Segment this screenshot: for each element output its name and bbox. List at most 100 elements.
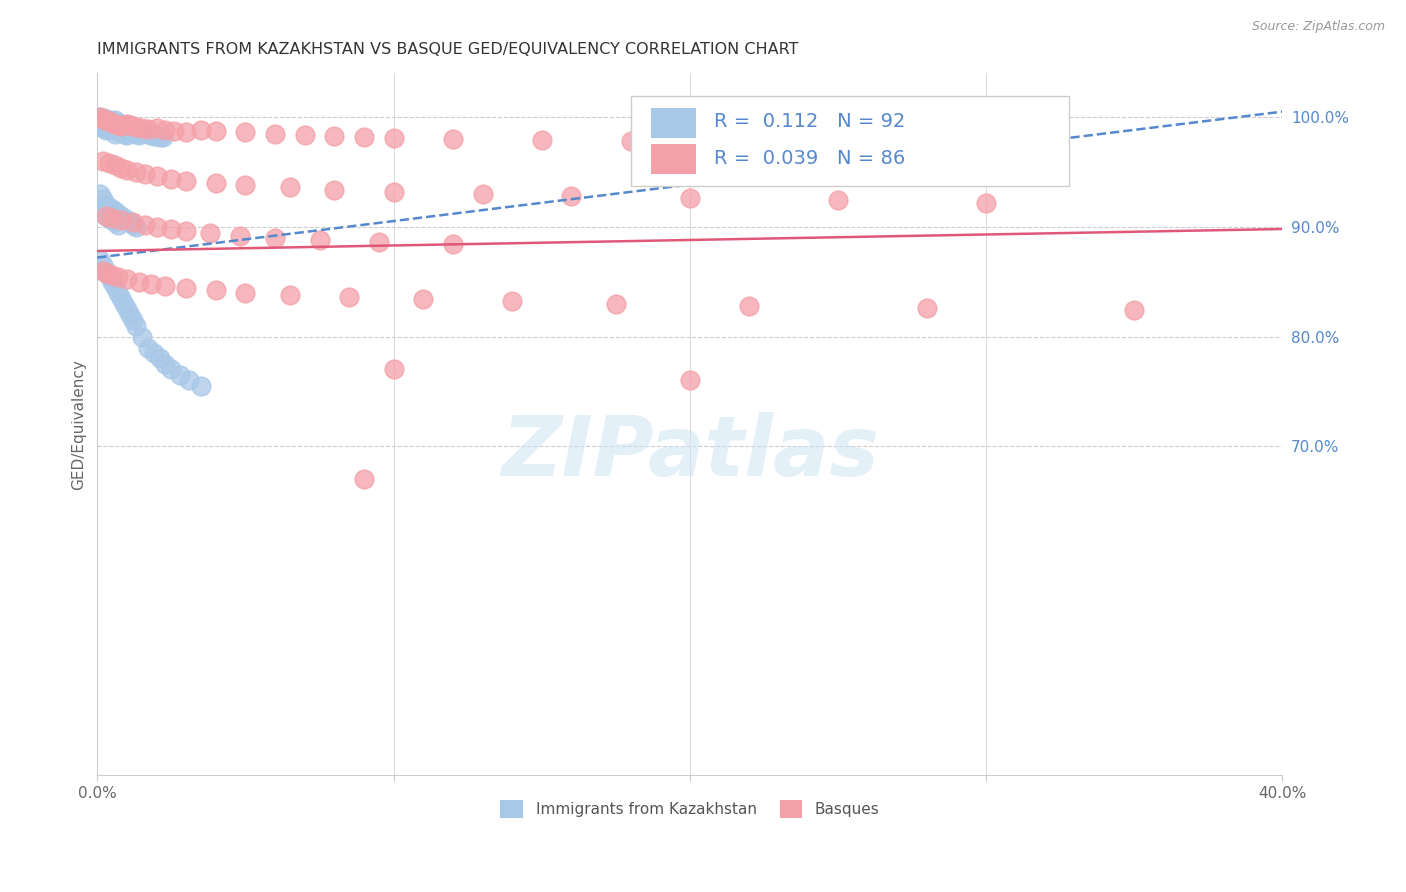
Point <box>160 362 183 376</box>
Point <box>96 123 118 137</box>
Point <box>155 123 177 137</box>
Point <box>91 263 114 277</box>
Point <box>107 119 129 133</box>
Point <box>104 158 127 172</box>
Point <box>441 132 464 146</box>
Point <box>110 213 132 227</box>
Point <box>160 171 183 186</box>
Point <box>122 119 145 133</box>
Point <box>96 112 118 127</box>
Point <box>174 224 197 238</box>
Point <box>323 128 346 143</box>
Point <box>160 222 183 236</box>
Point <box>139 277 162 291</box>
Text: Source: ZipAtlas.com: Source: ZipAtlas.com <box>1251 20 1385 33</box>
Point <box>125 219 148 234</box>
Point <box>107 218 129 232</box>
Point <box>101 115 124 129</box>
Point <box>89 110 111 124</box>
Point <box>382 131 405 145</box>
Point <box>98 117 121 131</box>
Point <box>235 125 257 139</box>
Point <box>382 362 405 376</box>
Point <box>104 204 127 219</box>
Point <box>382 185 405 199</box>
Point <box>827 194 849 208</box>
Point <box>278 288 301 302</box>
Point <box>145 128 167 143</box>
Point <box>107 118 129 132</box>
Point <box>148 129 170 144</box>
Point <box>155 357 177 371</box>
Point <box>101 202 124 217</box>
Point <box>91 115 114 129</box>
Point <box>125 120 148 134</box>
Point <box>115 117 138 131</box>
Point <box>974 195 997 210</box>
Point <box>169 368 191 382</box>
Text: ZIPatlas: ZIPatlas <box>501 412 879 493</box>
Point <box>471 186 494 201</box>
Point <box>98 114 121 128</box>
Point <box>118 215 141 229</box>
Point <box>115 213 138 227</box>
Point <box>136 122 159 136</box>
Point <box>115 119 138 133</box>
Point <box>104 120 127 134</box>
Point <box>104 127 127 141</box>
Point <box>131 124 153 138</box>
Point <box>136 127 159 141</box>
Point <box>101 213 124 227</box>
Point <box>128 123 150 137</box>
Text: R =  0.112   N = 92: R = 0.112 N = 92 <box>714 112 905 131</box>
Point <box>91 258 114 272</box>
Point <box>110 125 132 139</box>
Point <box>131 329 153 343</box>
Point <box>110 119 132 133</box>
Point <box>112 118 135 132</box>
Point <box>205 176 228 190</box>
Point <box>107 115 129 129</box>
Point <box>128 128 150 142</box>
Point <box>560 189 582 203</box>
Point <box>101 123 124 137</box>
Point <box>118 124 141 138</box>
Point <box>115 302 138 317</box>
Point <box>125 122 148 136</box>
Point <box>125 318 148 333</box>
Point <box>91 153 114 168</box>
Point <box>131 121 153 136</box>
Point <box>134 218 156 232</box>
Point <box>98 200 121 214</box>
Point <box>98 122 121 136</box>
Point <box>412 292 434 306</box>
Point <box>112 121 135 136</box>
Y-axis label: GED/Equivalency: GED/Equivalency <box>72 359 86 490</box>
Point <box>104 117 127 131</box>
Point <box>145 121 167 136</box>
Point <box>101 211 124 225</box>
Point <box>353 472 375 486</box>
Point <box>96 209 118 223</box>
Point <box>89 186 111 201</box>
Point <box>89 198 111 212</box>
Point <box>107 124 129 138</box>
Point <box>205 124 228 138</box>
Point <box>91 113 114 128</box>
Point <box>174 174 197 188</box>
Point <box>118 120 141 134</box>
Point <box>1123 303 1146 318</box>
Point <box>205 284 228 298</box>
Point <box>98 269 121 284</box>
Text: IMMIGRANTS FROM KAZAKHSTAN VS BASQUE GED/EQUIVALENCY CORRELATION CHART: IMMIGRANTS FROM KAZAKHSTAN VS BASQUE GED… <box>97 42 799 57</box>
Point <box>679 373 702 387</box>
Point <box>96 114 118 128</box>
Point <box>112 118 135 132</box>
Point <box>264 127 287 141</box>
Point <box>134 125 156 139</box>
Point <box>104 215 127 229</box>
Point <box>104 280 127 294</box>
Point <box>98 211 121 225</box>
Point <box>308 233 330 247</box>
Point <box>96 113 118 128</box>
